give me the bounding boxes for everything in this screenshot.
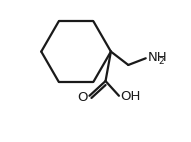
Text: 2: 2 [159, 57, 164, 66]
Text: O: O [77, 91, 87, 104]
Text: NH: NH [148, 51, 167, 64]
Text: OH: OH [120, 90, 141, 103]
